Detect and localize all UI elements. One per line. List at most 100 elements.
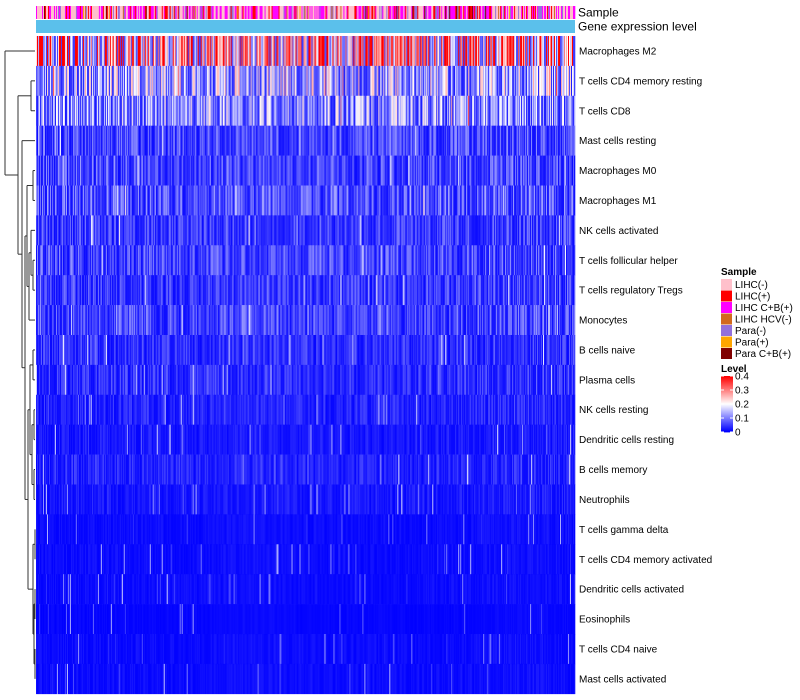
sample-track-cell (503, 6, 505, 19)
heatmap-cell (266, 36, 268, 67)
heatmap-cell (518, 36, 520, 67)
heatmap-cell (61, 36, 64, 67)
heatmap-cell (405, 95, 407, 126)
heatmap-cell (126, 65, 129, 97)
heatmap-cell (556, 36, 558, 67)
heatmap-cell (571, 36, 573, 67)
heatmap-cell (340, 95, 342, 126)
sample-track-cell (378, 6, 380, 19)
heatmap-cell (163, 36, 166, 67)
sample-track-cell (109, 6, 112, 19)
heatmap-cell (85, 125, 88, 156)
heatmap-cell (553, 65, 555, 97)
heatmap-cell (421, 65, 423, 97)
heatmap-cell (416, 95, 418, 126)
heatmap-cell (546, 95, 548, 126)
sample-track-cell (451, 6, 453, 19)
heatmap-cell (208, 95, 210, 126)
heatmap-cell (403, 95, 405, 126)
heatmap-cell (38, 125, 41, 156)
heatmap-cell (506, 36, 508, 67)
heatmap-cell (206, 95, 208, 126)
sample-track-cell (336, 6, 338, 19)
heatmap-cell (192, 36, 195, 67)
heatmap-cell (283, 65, 285, 97)
sample-track-cell (355, 6, 357, 19)
heatmap-cell (246, 36, 248, 67)
heatmap-cell (535, 95, 537, 126)
heatmap-cell (398, 36, 400, 67)
heatmap-cell (63, 125, 66, 156)
heatmap-cell (409, 36, 411, 67)
heatmap-cell (446, 36, 448, 67)
heatmap-cell (430, 95, 432, 126)
heatmap-cell (503, 65, 505, 97)
heatmap-cell (328, 36, 330, 67)
heatmap-cell (97, 65, 100, 97)
heatmap-cell (281, 65, 283, 97)
sample-track-cell (194, 6, 197, 19)
heatmap-cell (404, 95, 406, 126)
heatmap-cell (96, 65, 99, 97)
heatmap-cell (44, 65, 47, 97)
heatmap-cell (125, 65, 128, 97)
sample-track-cell (122, 6, 125, 19)
heatmap-cell (95, 36, 98, 67)
heatmap-cell (47, 65, 50, 97)
heatmap-cell (566, 65, 568, 97)
sample-track-cell (77, 6, 80, 19)
sample-track-cell (38, 6, 40, 19)
sample-track-cell (176, 6, 179, 19)
heatmap-cell (317, 36, 319, 67)
heatmap-cell (416, 36, 418, 67)
heatmap-cell (383, 65, 385, 97)
heatmap-cell (184, 36, 187, 67)
heatmap-cell (144, 95, 147, 126)
heatmap-cell (468, 36, 470, 67)
heatmap-cell (160, 65, 163, 97)
heatmap-cell (103, 95, 106, 126)
heatmap-cell (121, 125, 124, 156)
heatmap-cell (180, 36, 183, 67)
heatmap-cell (96, 95, 99, 126)
heatmap-cell (138, 65, 141, 97)
heatmap-cell (528, 65, 530, 97)
heatmap-cell (193, 36, 196, 67)
heatmap-cell (493, 36, 495, 67)
sample-track-cell (246, 6, 248, 19)
heatmap-cell (237, 36, 239, 67)
heatmap-cell (100, 95, 103, 126)
heatmap-cell (368, 95, 370, 126)
heatmap-cell (365, 95, 367, 126)
sample-track-cell (282, 6, 284, 19)
heatmap-cell (389, 36, 391, 67)
heatmap-cell (511, 65, 513, 97)
heatmap-cell (485, 95, 487, 126)
sample-track-cell (191, 6, 194, 19)
heatmap-cell (410, 65, 412, 97)
heatmap-cell (253, 36, 255, 67)
heatmap-cell (313, 95, 315, 126)
heatmap-cell (273, 95, 275, 126)
sample-track-cell (192, 6, 195, 19)
heatmap-cell (42, 125, 45, 156)
sample-track-cell (153, 6, 156, 19)
heatmap-cell (276, 36, 278, 67)
heatmap-cell (501, 65, 503, 97)
heatmap-cell (342, 95, 344, 126)
heatmap-cell (53, 65, 56, 97)
heatmap-cell (69, 65, 72, 97)
sample-track-cell (276, 6, 278, 19)
heatmap-cell (570, 36, 572, 67)
heatmap-cell (560, 36, 562, 67)
heatmap-cell (549, 65, 551, 97)
heatmap-cell (355, 36, 357, 67)
heatmap-cell (337, 36, 339, 67)
heatmap-cell (489, 95, 491, 126)
heatmap-cell (97, 95, 100, 126)
heatmap-cell (324, 36, 326, 67)
heatmap-cell (184, 65, 187, 97)
heatmap-cell (206, 36, 208, 67)
heatmap-cell (429, 36, 431, 67)
heatmap-cell (412, 65, 414, 97)
